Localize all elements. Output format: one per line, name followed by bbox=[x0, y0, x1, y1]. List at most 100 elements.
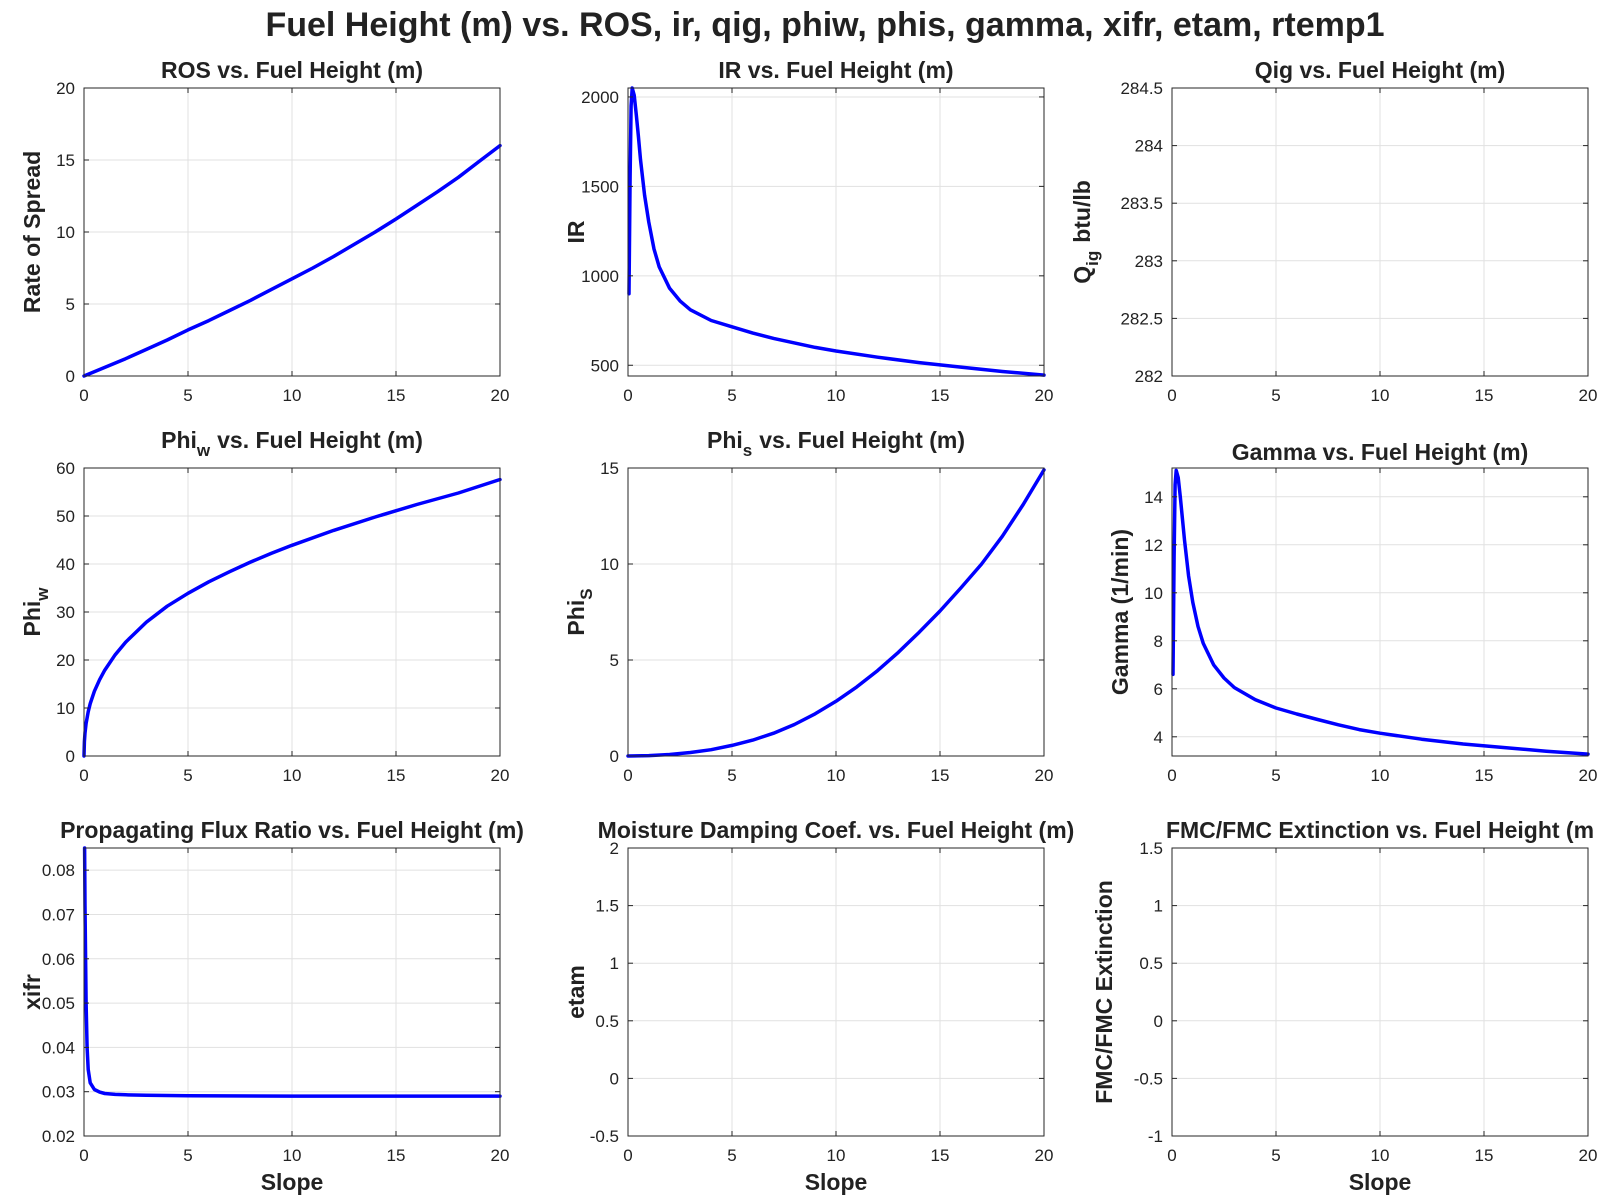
x-tick-label: 10 bbox=[827, 766, 846, 785]
y-tick-label: 10 bbox=[56, 223, 75, 242]
x-tick-label: 5 bbox=[183, 766, 192, 785]
x-tick-label: 15 bbox=[1475, 1146, 1494, 1165]
x-tick-label: 20 bbox=[491, 386, 510, 405]
subplot-2: 0 5 10 15 20 500 1000 1500 2000 IR vs. Fuel Heigh… bbox=[563, 57, 1053, 405]
y-tick-label: 0 bbox=[610, 747, 619, 766]
y-tick-label: 282.5 bbox=[1120, 309, 1163, 328]
x-tick-label: 20 bbox=[1579, 766, 1598, 785]
x-tick-label: 5 bbox=[727, 386, 736, 405]
title-subscript: w bbox=[196, 441, 211, 460]
x-tick-label: 20 bbox=[1579, 1146, 1598, 1165]
series-line-1 bbox=[82, 477, 502, 758]
x-tick-label: 15 bbox=[387, 1146, 406, 1165]
y-tick-label: 50 bbox=[56, 507, 75, 526]
x-tick-label: 0 bbox=[623, 386, 632, 405]
y-tick-label: 15 bbox=[56, 151, 75, 170]
y-tick-label: -0.5 bbox=[1134, 1069, 1163, 1088]
title-text: Phi bbox=[707, 427, 743, 453]
x-tick-label: 15 bbox=[931, 766, 950, 785]
y-tick-label: 1500 bbox=[581, 177, 619, 196]
y-axis-label: Qig btu/lb bbox=[1069, 180, 1102, 284]
y-axis-label: PhiS bbox=[563, 588, 596, 635]
subplot-1: 0 5 10 15 20 0 5 10 15 20 ROS vs. Fuel Height (m) R… bbox=[19, 57, 509, 405]
y-tick-label: 10 bbox=[600, 555, 619, 574]
x-tick-label: 0 bbox=[623, 1146, 632, 1165]
y-tick-label: 10 bbox=[56, 699, 75, 718]
x-tick-label: 15 bbox=[387, 766, 406, 785]
x-tick-label: 20 bbox=[491, 766, 510, 785]
y-tick-label: 5 bbox=[66, 295, 75, 314]
y-tick-label: 0.5 bbox=[1139, 954, 1163, 973]
y-tick-label: 60 bbox=[56, 459, 75, 478]
y-tick-label: 10 bbox=[1144, 584, 1163, 603]
x-tick-label: 15 bbox=[1475, 766, 1494, 785]
x-tick-label: 5 bbox=[1271, 386, 1280, 405]
y-tick-label: -1 bbox=[1148, 1127, 1163, 1146]
y-tick-label: 0 bbox=[1154, 1012, 1163, 1031]
x-tick-label: 15 bbox=[1475, 386, 1494, 405]
y-tick-label: 500 bbox=[591, 356, 619, 375]
x-tick-label: 0 bbox=[1167, 386, 1176, 405]
y-label-subscript: ig bbox=[1083, 251, 1102, 266]
x-tick-label: 15 bbox=[931, 1146, 950, 1165]
x-tick-label: 0 bbox=[79, 1146, 88, 1165]
y-tick-label: 0.06 bbox=[42, 950, 75, 969]
y-label-suffix: btu/lb bbox=[1069, 180, 1095, 243]
x-tick-label: 5 bbox=[727, 1146, 736, 1165]
subplot-title: Propagating Flux Ratio vs. Fuel Height (… bbox=[60, 817, 524, 843]
y-tick-label: 1000 bbox=[581, 267, 619, 286]
subplot-title: ROS vs. Fuel Height (m) bbox=[161, 57, 423, 83]
x-tick-label: 5 bbox=[1271, 1146, 1280, 1165]
y-tick-label: 282 bbox=[1135, 367, 1163, 386]
x-tick-label: 0 bbox=[1167, 1146, 1176, 1165]
y-tick-label: 30 bbox=[56, 603, 75, 622]
y-tick-label: 0.03 bbox=[42, 1083, 75, 1102]
y-axis-label: etam bbox=[563, 965, 589, 1019]
title-suffix: vs. Fuel Height (m) bbox=[217, 427, 423, 453]
y-tick-label: 283 bbox=[1135, 252, 1163, 271]
y-tick-label: 5 bbox=[610, 651, 619, 670]
y-tick-label: 20 bbox=[56, 79, 75, 98]
subplot-title: Phis vs. Fuel Height (m) bbox=[707, 427, 965, 460]
series-line-1 bbox=[82, 846, 502, 1098]
x-tick-label: 0 bbox=[1167, 766, 1176, 785]
y-tick-label: 0 bbox=[610, 1069, 619, 1088]
y-label-text: Phi bbox=[563, 600, 589, 636]
y-axis-label: Phiw bbox=[19, 587, 52, 637]
x-tick-label: 20 bbox=[1035, 766, 1054, 785]
x-tick-label: 20 bbox=[1035, 386, 1054, 405]
title-suffix: vs. Fuel Height (m) bbox=[759, 427, 965, 453]
x-tick-label: 20 bbox=[1035, 1146, 1054, 1165]
y-tick-label: 284 bbox=[1135, 137, 1163, 156]
y-tick-label: 0 bbox=[66, 367, 75, 386]
subplot-title: Moisture Damping Coef. vs. Fuel Height (… bbox=[598, 817, 1075, 843]
y-label-text: Rate of Spread bbox=[19, 151, 45, 313]
y-tick-label: 14 bbox=[1144, 488, 1163, 507]
figure-title: Fuel Height (m) vs. ROS, ir, qig, phiw, … bbox=[265, 6, 1384, 44]
y-tick-label: 0.02 bbox=[42, 1127, 75, 1146]
x-tick-label: 20 bbox=[491, 1146, 510, 1165]
y-tick-label: 2 bbox=[610, 839, 619, 858]
x-tick-label: 5 bbox=[183, 386, 192, 405]
x-tick-label: 5 bbox=[183, 1146, 192, 1165]
y-axis-label: Rate of Spread bbox=[19, 151, 45, 313]
series-line-1 bbox=[627, 86, 1046, 377]
x-tick-label: 5 bbox=[1271, 766, 1280, 785]
y-tick-label: 20 bbox=[56, 651, 75, 670]
series-line-1 bbox=[1171, 468, 1590, 756]
y-tick-label: 6 bbox=[1154, 680, 1163, 699]
title-text: Phi bbox=[161, 427, 197, 453]
x-tick-label: 10 bbox=[1371, 386, 1390, 405]
subplot-title: Qig vs. Fuel Height (m) bbox=[1255, 57, 1505, 83]
y-tick-label: 0.08 bbox=[42, 861, 75, 880]
y-label-text: FMC/FMC Extinction bbox=[1091, 880, 1117, 1104]
y-tick-label: 2000 bbox=[581, 88, 619, 107]
y-label-text: IR bbox=[563, 220, 589, 243]
y-label-subscript: S bbox=[577, 588, 596, 599]
y-tick-label: 284.5 bbox=[1120, 79, 1163, 98]
